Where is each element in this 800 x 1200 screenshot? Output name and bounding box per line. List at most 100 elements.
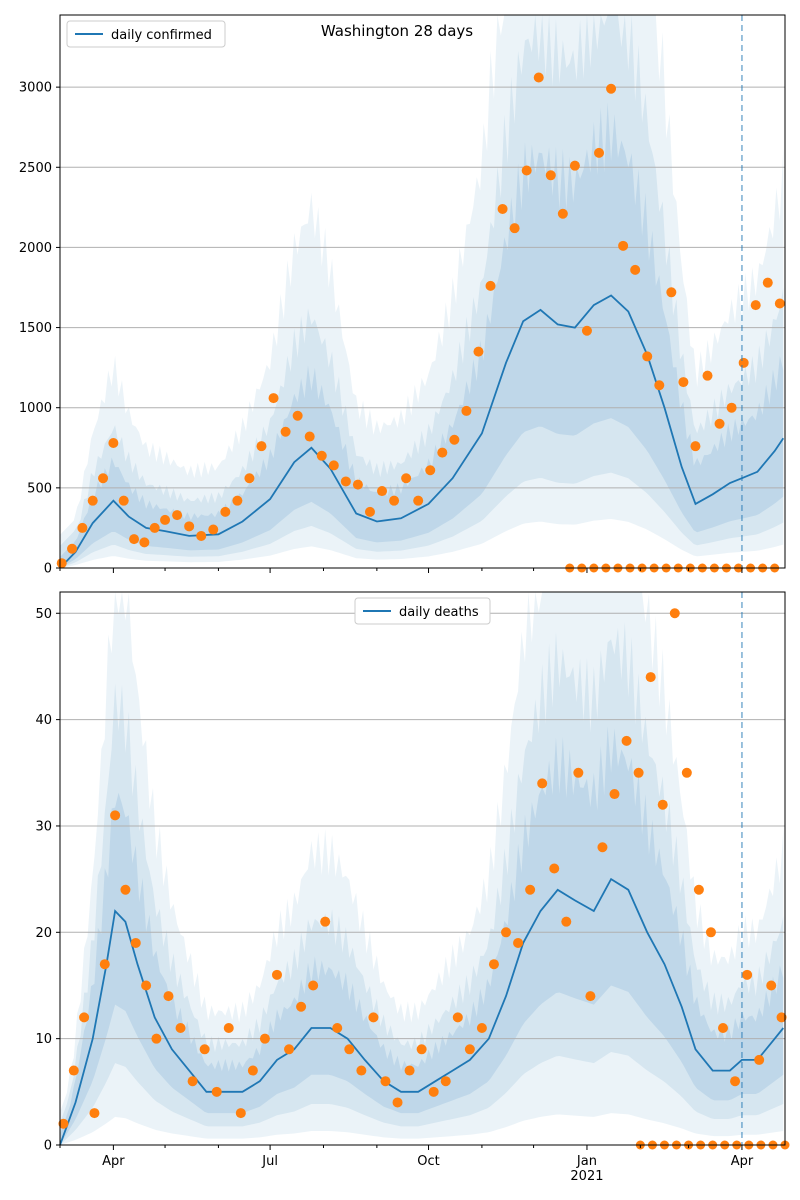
chart-title: Washington 28 days xyxy=(321,22,473,40)
data-point xyxy=(705,927,716,938)
y-tick-label: 500 xyxy=(27,481,52,496)
data-point xyxy=(501,927,512,938)
data-point xyxy=(621,735,632,746)
data-point xyxy=(545,170,556,181)
data-point xyxy=(377,486,388,497)
deaths-y-axis: 0 10 20 30 40 50 xyxy=(35,607,60,1154)
x-tick-label: Jan xyxy=(576,1154,597,1169)
data-point xyxy=(271,969,282,980)
data-point xyxy=(58,1118,69,1129)
data-point xyxy=(175,1023,186,1034)
data-point xyxy=(223,1023,234,1034)
data-point xyxy=(356,1065,367,1076)
data-point xyxy=(437,447,448,458)
data-point xyxy=(292,410,303,421)
data-point xyxy=(642,351,653,362)
data-point xyxy=(557,208,568,219)
data-point xyxy=(77,522,88,533)
x-tick-label: Apr xyxy=(102,1154,125,1169)
deaths-zero-points-layer xyxy=(635,1140,790,1150)
y-tick-label: 40 xyxy=(35,713,52,728)
data-point xyxy=(726,402,737,413)
data-point xyxy=(199,1044,210,1055)
data-point xyxy=(352,479,363,490)
data-point xyxy=(630,264,641,275)
data-point xyxy=(714,418,725,429)
y-tick-label: 20 xyxy=(35,926,52,941)
data-point xyxy=(247,1065,258,1076)
legend-label: daily confirmed xyxy=(111,28,212,43)
data-point xyxy=(561,916,572,927)
data-point xyxy=(702,370,713,381)
data-point xyxy=(690,441,701,452)
data-point xyxy=(184,521,195,532)
data-point xyxy=(208,524,219,535)
data-point xyxy=(389,495,400,506)
data-point xyxy=(585,991,596,1002)
data-point xyxy=(440,1076,451,1087)
data-point xyxy=(513,937,524,948)
data-point xyxy=(413,495,424,506)
y-tick-label: 50 xyxy=(35,607,52,622)
data-point xyxy=(537,778,548,789)
data-point xyxy=(730,1076,741,1087)
data-point xyxy=(79,1012,90,1023)
data-point xyxy=(774,298,785,309)
data-point xyxy=(473,346,484,357)
data-point xyxy=(549,863,560,874)
data-point xyxy=(129,534,140,545)
y-tick-label: 1500 xyxy=(19,321,52,336)
data-point xyxy=(609,789,620,800)
data-point xyxy=(211,1086,222,1097)
data-point xyxy=(340,476,351,487)
data-point xyxy=(368,1012,379,1023)
data-point xyxy=(344,1044,355,1055)
data-point xyxy=(141,980,152,991)
data-point xyxy=(160,514,171,525)
data-point xyxy=(573,767,584,778)
confirmed-line-layer xyxy=(59,294,785,569)
data-point xyxy=(118,495,129,506)
data-point xyxy=(766,980,777,991)
confirmed-panel: 0 500 1000 1500 2000 2500 3000 Washington 28 d… xyxy=(19,14,786,577)
data-point xyxy=(428,1086,439,1097)
uncertainty-band-2 xyxy=(60,622,784,1145)
data-point xyxy=(678,377,689,388)
data-point xyxy=(569,160,580,171)
data-point xyxy=(533,72,544,83)
deaths-legend: daily deaths xyxy=(354,597,491,625)
data-point xyxy=(280,426,291,437)
data-point xyxy=(645,672,656,683)
data-point xyxy=(220,506,231,517)
data-point xyxy=(597,842,608,853)
data-point xyxy=(461,405,472,416)
data-point xyxy=(56,558,67,569)
data-point xyxy=(187,1076,198,1087)
data-point xyxy=(449,434,460,445)
deaths-plot-frame xyxy=(59,591,786,1146)
data-point xyxy=(681,767,692,778)
data-point xyxy=(296,1001,307,1012)
data-point xyxy=(110,810,121,821)
data-point xyxy=(89,1108,100,1119)
data-point xyxy=(259,1033,270,1044)
data-point xyxy=(364,506,375,517)
data-point xyxy=(525,884,536,895)
data-point xyxy=(120,884,131,895)
data-point xyxy=(521,165,532,176)
deaths-points-layer xyxy=(58,608,787,1129)
y-tick-label: 1000 xyxy=(19,401,52,416)
confirmed-x-axis xyxy=(59,568,743,573)
data-point xyxy=(232,495,243,506)
legend-box xyxy=(354,597,491,625)
data-point xyxy=(392,1097,403,1108)
deaths-uncertainty-bands xyxy=(60,592,784,1145)
deaths-line-layer xyxy=(59,877,785,1146)
data-point xyxy=(284,1044,295,1055)
series-line-daily-deaths xyxy=(59,877,785,1146)
data-point xyxy=(618,240,629,251)
data-point xyxy=(657,799,668,810)
y-tick-label: 0 xyxy=(44,562,52,577)
